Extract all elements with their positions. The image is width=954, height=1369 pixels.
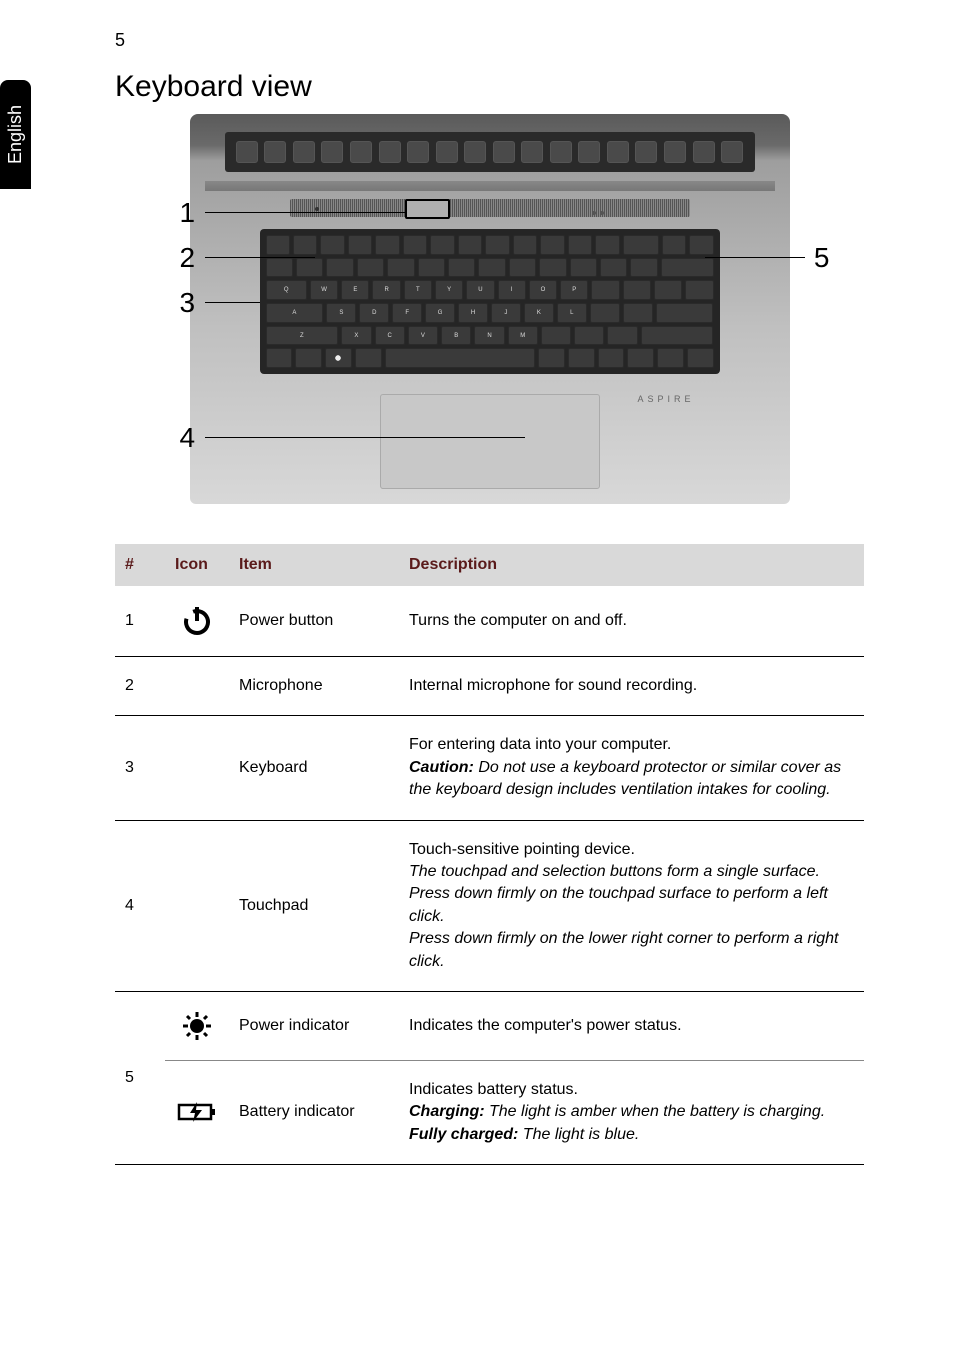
callout-line-1: [205, 212, 405, 213]
touchpad-illustration: [380, 394, 600, 489]
row4-item: Touchpad: [229, 820, 399, 991]
laptop-diagram: QWER TYUI OP ASDF GHJK L ZXCV BNM: [140, 114, 840, 504]
charging-text: The light is amber when the battery is c…: [485, 1103, 826, 1120]
aspire-logo: ASPIRE: [637, 394, 694, 404]
battery-line1: Indicates battery status.: [409, 1081, 578, 1098]
laptop-hinge-band: [225, 132, 755, 172]
row4-line4: Press down firmly on the lower right cor…: [409, 930, 839, 969]
keyboard-illustration: QWER TYUI OP ASDF GHJK L ZXCV BNM: [260, 229, 720, 374]
header-desc: Description: [399, 544, 864, 586]
callout-line-4: [205, 437, 525, 438]
main-content: Keyboard view: [0, 0, 954, 1205]
row5-battery-item: Battery indicator: [229, 1060, 399, 1164]
caution-text: Do not use a keyboard protector or simil…: [409, 759, 841, 798]
row5-power-item: Power indicator: [229, 991, 399, 1060]
row3-desc-line1: For entering data into your computer.: [409, 736, 671, 753]
callout-2: 2: [180, 242, 196, 274]
row1-item: Power button: [229, 586, 399, 657]
table-row: 3 Keyboard For entering data into your c…: [115, 716, 864, 820]
callout-line-3: [205, 302, 260, 303]
row2-icon: [165, 657, 229, 716]
row3-num: 3: [115, 716, 165, 820]
table-header-row: # Icon Item Description: [115, 544, 864, 586]
battery-indicator-icon: [175, 1099, 219, 1125]
callout-4: 4: [180, 422, 196, 454]
table-row: 2 Microphone Internal microphone for sou…: [115, 657, 864, 716]
row2-item: Microphone: [229, 657, 399, 716]
callout-1: 1: [180, 197, 196, 229]
row3-item: Keyboard: [229, 716, 399, 820]
power-icon: [180, 604, 214, 638]
row5-power-desc: Indicates the computer's power status.: [399, 991, 864, 1060]
callout-line-2: [205, 257, 315, 258]
callout-3: 3: [180, 287, 196, 319]
row2-num: 2: [115, 657, 165, 716]
row4-icon: [165, 820, 229, 991]
row1-desc: Turns the computer on and off.: [399, 586, 864, 657]
power-indicator-icon: [178, 1010, 216, 1042]
row4-num: 4: [115, 820, 165, 991]
header-icon: Icon: [165, 544, 229, 586]
language-tab: English: [0, 80, 31, 189]
charging-label: Charging:: [409, 1103, 485, 1120]
page-number: 5: [115, 30, 125, 51]
callout-5: 5: [814, 242, 830, 274]
row5-battery-icon-cell: [165, 1060, 229, 1164]
row5-num: 5: [115, 991, 165, 1164]
section-heading: Keyboard view: [115, 70, 864, 104]
power-button-highlight: [405, 199, 450, 219]
laptop-illustration: QWER TYUI OP ASDF GHJK L ZXCV BNM: [190, 114, 790, 504]
row3-desc: For entering data into your computer. Ca…: [399, 716, 864, 820]
row2-desc: Internal microphone for sound recording.: [399, 657, 864, 716]
callout-line-5: [705, 257, 805, 258]
full-label: Fully charged:: [409, 1126, 518, 1143]
microphone-dot: [315, 207, 319, 211]
row4-line2: The touchpad and selection buttons form …: [409, 863, 820, 880]
spec-table: # Icon Item Description 1 Power button T…: [115, 544, 864, 1165]
full-text: The light is blue.: [518, 1126, 639, 1143]
row3-icon: [165, 716, 229, 820]
table-row: 1 Power button Turns the computer on and…: [115, 586, 864, 657]
table-row: Battery indicator Indicates battery stat…: [115, 1060, 864, 1164]
row4-line3: Press down firmly on the touchpad surfac…: [409, 885, 828, 924]
indicator-lights: [590, 202, 680, 214]
table-row: 5 Power indicator Indicates: [115, 991, 864, 1060]
caution-label: Caution:: [409, 759, 474, 776]
row1-icon: [165, 586, 229, 657]
row5-battery-desc: Indicates battery status. Charging: The …: [399, 1060, 864, 1164]
header-num: #: [115, 544, 165, 586]
header-item: Item: [229, 544, 399, 586]
row4-desc: Touch-sensitive pointing device. The tou…: [399, 820, 864, 991]
table-row: 4 Touchpad Touch-sensitive pointing devi…: [115, 820, 864, 991]
row5-power-icon-cell: [165, 991, 229, 1060]
row1-num: 1: [115, 586, 165, 657]
row4-line1: Touch-sensitive pointing device.: [409, 841, 635, 858]
